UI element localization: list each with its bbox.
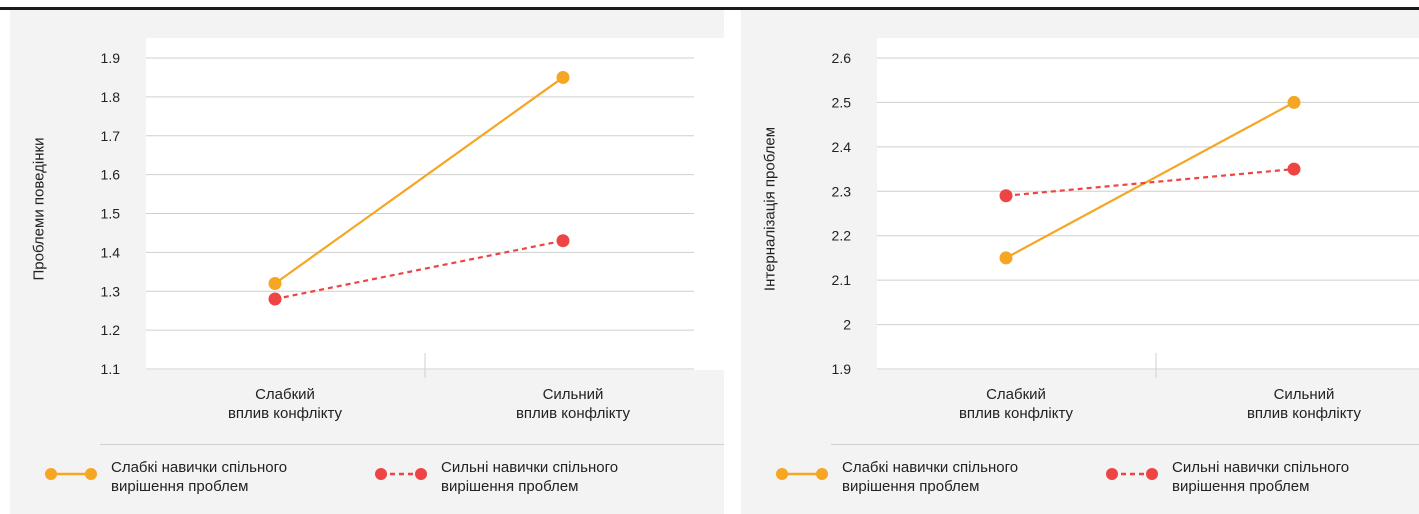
series-line-0 (274, 76, 564, 285)
y-tick-label: 2.5 (832, 94, 852, 110)
chart-panel-internalization-problems: 1.9 2 2.1 2.2 2.3 2.4 2.5 2.6 Інтерналізація пр… (741, 10, 1419, 514)
data-point-0-1 (1287, 95, 1301, 109)
data-point-0-0 (268, 276, 282, 290)
y-tick-label: 2 (843, 317, 851, 333)
x-tick-label-line1: Слабкий (255, 386, 315, 403)
data-point-1-1 (1287, 162, 1301, 176)
legend-swatch-dashed-red (1106, 468, 1158, 480)
y-tick-label: 1.9 (101, 50, 121, 66)
y-tick-label: 1.6 (101, 167, 121, 183)
legend-item-strong-skills: Сильні навички спільного вирішення пробл… (1104, 458, 1349, 496)
legend-label-line2: вирішення проблем (842, 478, 980, 495)
x-tick-label-strong: Сильний вплив конфлікту (473, 385, 673, 423)
chart-canvas: 1.1 1.2 1.3 1.4 1.5 1.6 1.7 1.8 1.9 (101, 50, 694, 378)
series-line-0 (1005, 101, 1295, 259)
y-axis-label: Інтерналізація проблем (761, 126, 779, 292)
y-tick-label: 2.1 (832, 272, 852, 288)
legend-label: Сильні навички спільного вирішення пробл… (441, 458, 618, 496)
legend-item-weak-skills: Слабкі навички спільного вирішення пробл… (774, 458, 1018, 496)
legend-label: Слабкі навички спільного вирішення пробл… (111, 458, 287, 496)
chart-canvas: 1.9 2 2.1 2.2 2.3 2.4 2.5 2.6 (832, 50, 1419, 378)
y-tick-label: 1.4 (101, 244, 121, 260)
x-tick-label-line2: вплив конфлікту (515, 405, 631, 422)
legend-swatch-dashed-red (375, 468, 427, 480)
y-tick-label: 1.3 (101, 283, 121, 299)
x-tick-label-line2: вплив конфлікту (1246, 405, 1362, 422)
x-tick-label-line1: Сильний (1273, 386, 1335, 403)
data-point-1-0 (999, 189, 1013, 203)
chart-panel-behavior-problems: 1.1 1.2 1.3 1.4 1.5 1.6 1.7 1.8 1.9 Проблеми пов… (10, 10, 724, 514)
legend-swatch-solid-orange (45, 468, 97, 480)
legend-divider (100, 444, 724, 445)
y-tick-label: 2.3 (832, 183, 852, 199)
y-tick-label: 1.9 (832, 361, 852, 377)
legend-label: Слабкі навички спільного вирішення пробл… (842, 458, 1018, 496)
y-axis-label: Проблеми поведінки (30, 137, 48, 281)
data-point-0-1 (556, 70, 570, 84)
legend-label-line2: вирішення проблем (111, 478, 249, 495)
legend-label-line1: Слабкі навички спільного (111, 459, 288, 476)
legend-label-line1: Сильні навички спільного (1172, 459, 1350, 476)
x-tick-label-line1: Сильний (542, 386, 604, 403)
legend-label-line1: Слабкі навички спільного (842, 459, 1019, 476)
x-tick-label-line1: Слабкий (986, 386, 1046, 403)
y-tick-label: 1.5 (101, 206, 121, 222)
x-tick-label-line2: вплив конфлікту (227, 405, 343, 422)
y-tick-label: 2.4 (832, 139, 852, 155)
data-point-1-0 (268, 292, 282, 306)
x-tick-label-line2: вплив конфлікту (958, 405, 1074, 422)
legend-item-strong-skills: Сильні навички спільного вирішення пробл… (373, 458, 618, 496)
series-line-1 (1005, 167, 1295, 197)
plot-area (146, 38, 724, 370)
y-tick-label: 1.7 (101, 128, 121, 144)
legend-label-line2: вирішення проблем (1172, 478, 1310, 495)
y-tick-label: 2.2 (832, 228, 852, 244)
y-tick-label: 1.2 (101, 322, 121, 338)
y-tick-label: 1.1 (101, 361, 121, 377)
data-point-1-1 (556, 234, 570, 248)
legend-item-weak-skills: Слабкі навички спільного вирішення пробл… (43, 458, 287, 496)
legend-label: Сильні навички спільного вирішення пробл… (1172, 458, 1349, 496)
series-line-1 (274, 239, 564, 301)
data-point-0-0 (999, 251, 1013, 265)
plot-area (877, 38, 1419, 370)
legend-label-line2: вирішення проблем (441, 478, 579, 495)
legend-divider (831, 444, 1419, 445)
y-tick-label: 2.6 (832, 50, 852, 66)
x-tick-label-weak: Слабкий вплив конфлікту (185, 385, 385, 423)
y-tick-label: 1.8 (101, 89, 121, 105)
legend-swatch-solid-orange (776, 468, 828, 480)
x-tick-label-weak: Слабкий вплив конфлікту (916, 385, 1116, 423)
legend-label-line1: Сильні навички спільного (441, 459, 619, 476)
top-rule (0, 7, 1419, 10)
x-tick-label-strong: Сильний вплив конфлікту (1204, 385, 1404, 423)
